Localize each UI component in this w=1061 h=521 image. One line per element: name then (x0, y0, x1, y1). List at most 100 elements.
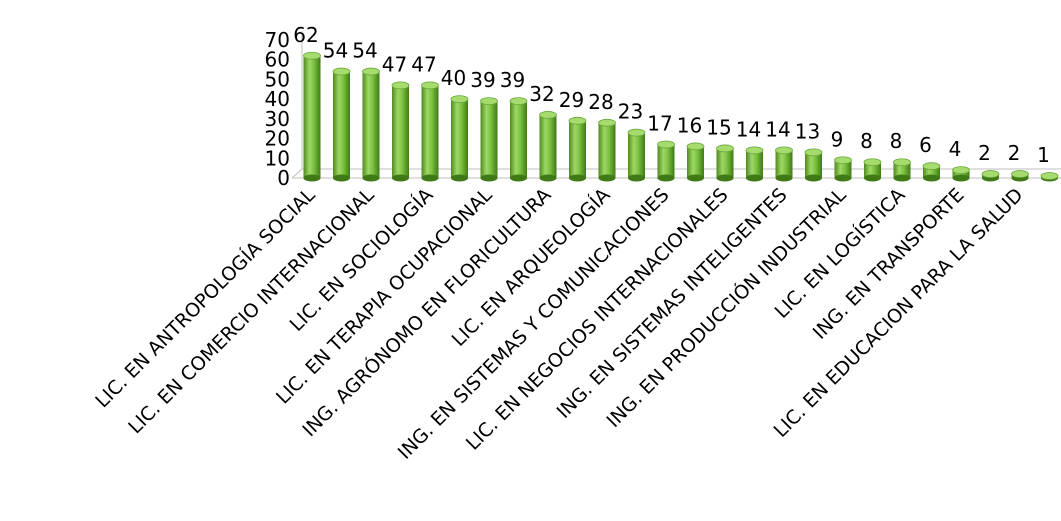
bar-base (569, 174, 586, 182)
bar-body (746, 150, 763, 178)
data-label: 17 (647, 111, 672, 135)
bar-body (392, 85, 409, 178)
bar (450, 95, 469, 182)
bar-top (775, 146, 793, 155)
bar-body (333, 71, 350, 178)
bar-base (421, 174, 439, 182)
bar (804, 148, 823, 182)
bar-base (864, 174, 881, 182)
data-label: 32 (529, 82, 554, 106)
y-tick-label: 70 (265, 28, 290, 52)
data-label: 2 (1008, 141, 1021, 165)
bar-top (686, 142, 705, 151)
bar (981, 170, 1000, 182)
bar-top (1040, 172, 1059, 180)
data-label: 8 (860, 129, 873, 153)
back-wall-edge (291, 31, 303, 179)
data-label: 14 (736, 117, 761, 141)
bar-body (598, 122, 616, 178)
bar (362, 67, 380, 182)
bar-base (687, 174, 704, 182)
bar-base (539, 174, 557, 182)
bar-top (480, 97, 498, 106)
bar-body (451, 99, 468, 178)
bar-top (1011, 170, 1029, 178)
bar (627, 128, 646, 182)
bar (834, 156, 852, 182)
bar (303, 51, 321, 182)
bar (893, 158, 911, 182)
bar-body (687, 146, 704, 178)
bars (303, 51, 1059, 182)
bar-body (303, 55, 321, 179)
bar-body (893, 162, 911, 178)
bar-base (303, 174, 321, 182)
data-label: 1 (1037, 143, 1050, 167)
bar (568, 116, 587, 182)
bar (1011, 170, 1029, 182)
bar-body (539, 114, 557, 178)
bar (480, 97, 498, 182)
bar (863, 158, 882, 182)
bar-top (421, 81, 439, 90)
bar-base (952, 174, 970, 182)
bar-base (716, 174, 734, 182)
data-label: 2 (978, 141, 991, 165)
data-label: 23 (618, 100, 643, 124)
bar-base (451, 174, 468, 182)
y-tick-label: 60 (265, 48, 290, 72)
y-tick-label: 50 (265, 67, 290, 91)
bar (716, 144, 734, 182)
data-label: 47 (382, 52, 407, 76)
bar-top (568, 116, 587, 125)
data-label: 39 (500, 68, 525, 92)
data-label: 9 (831, 127, 844, 151)
bar-body (569, 120, 586, 178)
data-label: 62 (293, 23, 318, 47)
bar-top (922, 162, 941, 171)
bar-top (391, 81, 410, 90)
bar-base (480, 174, 498, 182)
data-label: 6 (919, 133, 932, 157)
bar-top (362, 67, 380, 76)
data-label: 47 (411, 52, 436, 76)
bar-body (480, 101, 498, 178)
data-label: 15 (706, 115, 731, 139)
bar-base (657, 174, 675, 182)
bar-top (598, 118, 616, 127)
bar-top (657, 140, 675, 149)
bar (391, 81, 410, 182)
bar-top (745, 146, 764, 155)
bar-top (893, 158, 911, 167)
bar-base (362, 174, 380, 182)
data-label: 16 (677, 113, 702, 137)
data-label: 14 (765, 117, 790, 141)
data-label: 40 (441, 66, 466, 90)
bar-top (332, 67, 351, 76)
bar-base (746, 174, 763, 182)
bar-top (716, 144, 734, 153)
y-tick-label: 30 (265, 107, 290, 131)
bar-base (598, 174, 616, 182)
bar (421, 81, 439, 182)
bar-body (362, 71, 380, 178)
data-label: 28 (588, 90, 613, 114)
x-tick-label: LIC. EN TERAPIA OCUPACIONAL (272, 184, 497, 409)
bar-base (775, 174, 793, 182)
y-tick-label: 10 (265, 146, 290, 170)
bar-body (716, 148, 734, 178)
bar-base (805, 174, 822, 182)
y-tick-label: 0 (277, 166, 290, 190)
bar-top (450, 95, 469, 104)
bar-top (981, 170, 1000, 178)
bar (775, 146, 793, 182)
data-label: 8 (890, 129, 903, 153)
data-label: 39 (470, 68, 495, 92)
bar-top (834, 156, 852, 165)
bar-body (775, 150, 793, 178)
data-label: 54 (323, 39, 348, 63)
bar-top (627, 128, 646, 137)
bar (1040, 172, 1059, 182)
bar-top (863, 158, 882, 167)
